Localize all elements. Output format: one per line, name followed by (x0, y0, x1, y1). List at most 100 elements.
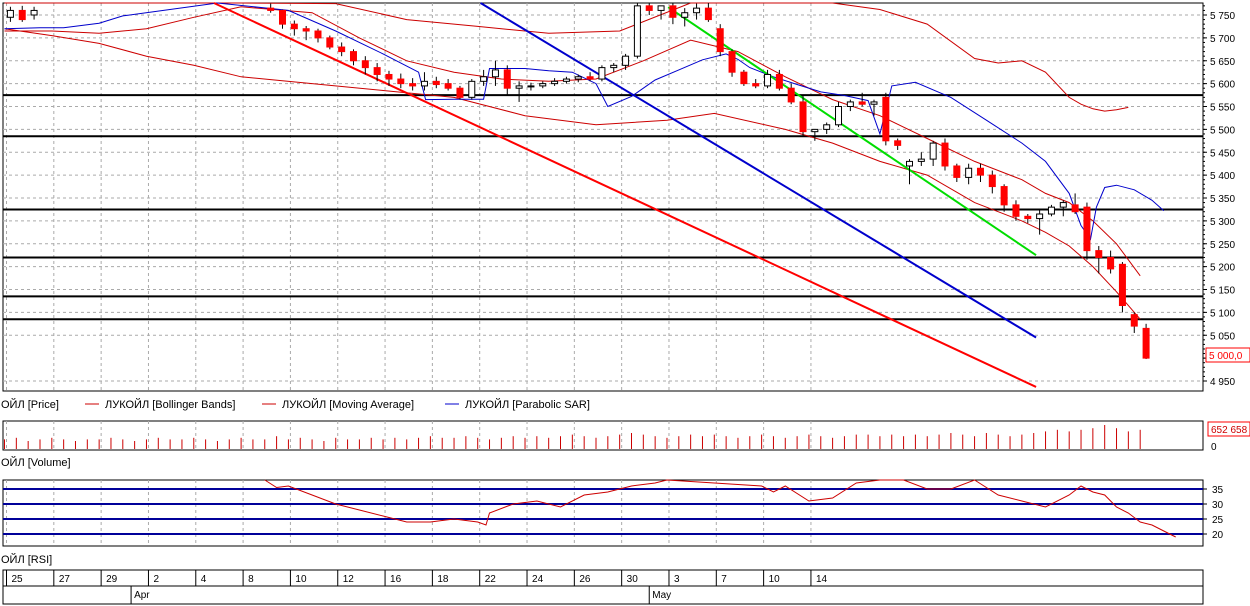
price-tick-label: 5 150 (1210, 286, 1235, 297)
candle-down (988, 174, 996, 188)
candle-down (858, 101, 866, 105)
candle-down (1071, 204, 1079, 213)
legend-label: ЛУКОЙЛ [Parabolic SAR] (465, 398, 590, 411)
last-price: 5 000,0 (1205, 347, 1250, 363)
volume-label-box (1207, 421, 1250, 437)
x-tick-label: 4 (201, 574, 207, 585)
price-tick-label: 5 350 (1210, 194, 1235, 205)
bollinger-lower-line (4, 28, 1141, 320)
candle-up (929, 142, 937, 160)
candle-down (338, 46, 346, 53)
candle-down (279, 9, 287, 25)
candle-up (905, 160, 913, 167)
x-axis: 25 27 29 2 4 8 10 12 16 18 22 24 26 30 3 7 10 14 Apr May (2, 569, 1204, 605)
price-levels (3, 94, 1203, 321)
candle-down (775, 73, 783, 89)
x-tick-label: 25 (12, 574, 24, 585)
candle-down (716, 28, 724, 53)
candle-down (752, 83, 760, 87)
rsi-panel: 35 30 25 20 (2, 479, 1224, 547)
x-tick-label: 16 (390, 574, 402, 585)
bollinger-upper-line (4, 2, 1129, 112)
candles (6, 3, 1150, 360)
price-grid (3, 3, 1203, 391)
price-tick-label: 5 300 (1210, 217, 1235, 228)
price-tick-label: 5 550 (1210, 103, 1235, 114)
candle-down (1142, 327, 1150, 359)
price-tick-label: 5 500 (1210, 125, 1235, 136)
last-price-label: 5 000,0 (1209, 351, 1243, 362)
candle-up (420, 80, 428, 87)
candle-down (704, 7, 712, 21)
candle-down (1095, 250, 1103, 258)
x-tick-label: 10 (769, 574, 781, 585)
x-tick-label: 14 (816, 574, 828, 585)
price-tick-label: 5 400 (1210, 171, 1235, 182)
x-tick-label: 30 (627, 574, 639, 585)
x-tick-label: 22 (485, 574, 497, 585)
price-tick-label: 4 950 (1210, 377, 1235, 388)
candle-up (917, 158, 925, 162)
candle-up (491, 69, 499, 78)
candle-up (764, 73, 772, 87)
candle-down (941, 142, 949, 167)
candle-down (503, 69, 511, 89)
rsi-series-line (264, 479, 1176, 538)
x-tick-label: 10 (295, 574, 307, 585)
price-tick-label: 5 250 (1210, 240, 1235, 251)
candle-up (610, 64, 618, 69)
volume-legend-label: ОЙЛ [Volume] (1, 456, 71, 469)
last-price-box (1205, 347, 1250, 363)
candle-down (1012, 204, 1020, 217)
trendline (480, 2, 1037, 339)
candle-down (456, 87, 464, 98)
candle-down (882, 96, 890, 142)
candle-down (799, 101, 807, 133)
candle-up (598, 67, 606, 80)
x-tick-label: 12 (343, 574, 355, 585)
candle-down (586, 76, 594, 80)
price-tick-label: 5 100 (1210, 308, 1235, 319)
volume-legend: ОЙЛ [Volume] (1, 456, 71, 469)
candle-down (385, 73, 393, 80)
rsi-tick-label: 30 (1212, 500, 1224, 511)
candle-down (18, 9, 26, 21)
candle-down (787, 87, 795, 103)
rsi-levels (3, 488, 1203, 535)
x-tick-label: 27 (59, 574, 71, 585)
legend-label: ЛУКОЙЛ [Bollinger Bands] (105, 398, 235, 411)
candle-down (1000, 186, 1008, 206)
bollinger-bands (4, 2, 1141, 320)
price-tick-label: 5 750 (1210, 11, 1235, 22)
rsi-line (264, 479, 1176, 538)
candle-down (1118, 263, 1126, 307)
volume-grid (6, 421, 812, 450)
parabolic-sar (4, 2, 1165, 241)
candle-up (6, 9, 14, 18)
price-tick-label: 5 200 (1210, 263, 1235, 274)
candle-up (693, 7, 701, 14)
price-legend: ОЙЛ [Price] ЛУКОЙЛ [Bollinger Bands] ЛУКОЙ… (1, 398, 590, 411)
candle-up (811, 128, 819, 133)
x-ticks: 25 27 29 2 4 8 10 12 16 18 22 24 26 30 3 7 10 14 (6, 570, 828, 586)
candle-down (728, 51, 736, 73)
trendline (213, 2, 1037, 388)
x-tick-label: 29 (106, 574, 118, 585)
candle-up (657, 5, 665, 11)
volume-bars (4, 425, 1141, 449)
candle-up (574, 76, 582, 80)
trendlines (213, 2, 1037, 388)
moving-average-line (4, 6, 1141, 277)
candle-up (846, 101, 854, 108)
candle-up (622, 55, 630, 66)
candle-down (1083, 206, 1091, 252)
candle-down (290, 23, 298, 30)
candle-down (409, 83, 417, 87)
candle-down (1024, 215, 1032, 220)
candle-down (894, 140, 902, 146)
x-tick-label: 8 (248, 574, 254, 585)
price-tick-label: 5 700 (1210, 34, 1235, 45)
candle-down (740, 71, 748, 85)
x-tick-label: 24 (532, 574, 544, 585)
candle-up (835, 106, 843, 126)
